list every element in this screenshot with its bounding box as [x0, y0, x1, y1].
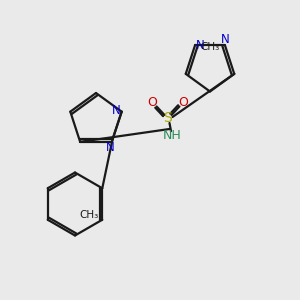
Text: CH₃: CH₃	[200, 42, 220, 52]
Text: N: N	[196, 39, 205, 52]
Text: CH₃: CH₃	[79, 210, 98, 220]
Text: NH: NH	[163, 129, 182, 142]
Text: S: S	[164, 112, 172, 125]
Text: O: O	[148, 96, 157, 110]
Text: N: N	[220, 34, 230, 46]
Text: N: N	[112, 104, 121, 117]
Text: O: O	[179, 96, 188, 110]
Text: N: N	[106, 141, 115, 154]
